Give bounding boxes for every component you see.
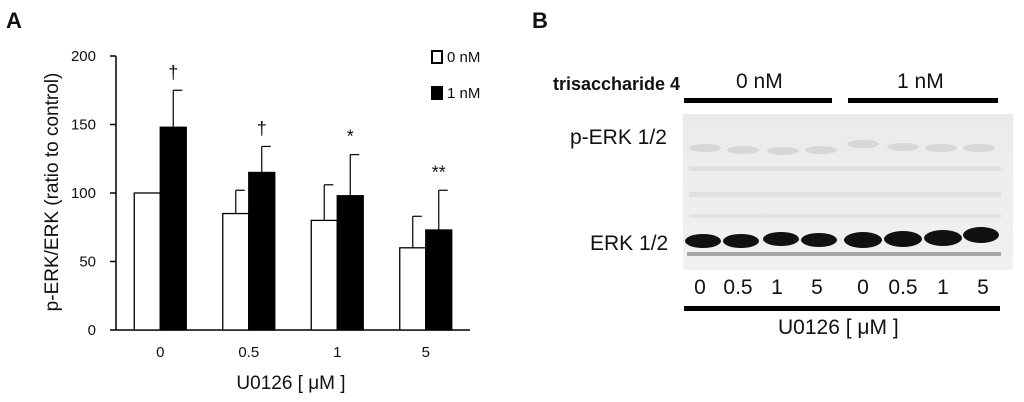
- significance-marker: **: [432, 162, 446, 182]
- lane-label: 5: [811, 276, 823, 299]
- blot-x-label: U0126 [ μM ]: [778, 316, 899, 339]
- chart-legend: 0 nM 1 nM: [431, 49, 480, 102]
- legend-swatch: [431, 86, 443, 100]
- western-blot-image: [683, 114, 1013, 270]
- bar-treated: [159, 126, 187, 331]
- y-tick-label: 100: [71, 185, 96, 202]
- lane-label: 0: [694, 276, 706, 299]
- bar-control: [399, 247, 427, 331]
- lane-label: 5: [977, 276, 989, 299]
- bar-control: [222, 212, 250, 331]
- bar-treated: [336, 195, 364, 331]
- y-tick-label: 50: [79, 254, 96, 271]
- lane-label: 1: [937, 276, 949, 299]
- x-tick-label: 5: [422, 344, 430, 361]
- band-label-erk: ERK 1/2: [590, 232, 669, 255]
- bar-control: [133, 192, 161, 331]
- group-bar-1nm: [848, 98, 998, 103]
- bar-control: [310, 219, 338, 331]
- lanes-bar: [684, 306, 1000, 311]
- bar-treated: [425, 229, 453, 331]
- significance-marker: †: [257, 118, 267, 138]
- group-label-0nm: 0 nM: [736, 70, 783, 93]
- lane-label: 1: [771, 276, 783, 299]
- x-tick-label: 0: [156, 344, 164, 361]
- legend-swatch: [431, 50, 443, 64]
- x-tick-label: 0.5: [238, 344, 259, 361]
- significance-marker: *: [347, 127, 354, 147]
- y-tick-label: 150: [71, 117, 96, 134]
- lane-label: 0: [857, 276, 869, 299]
- legend-label: 1 nM: [447, 85, 480, 102]
- bar-treated: [248, 171, 276, 331]
- chart-ticks: 0 50 100 150 200 0 0.5 1 5: [71, 48, 430, 361]
- y-axis-label: p-ERK/ERK (ratio to control): [42, 73, 63, 312]
- band-label-perk: p-ERK 1/2: [570, 126, 667, 149]
- chart-bars: †† ***: [133, 62, 453, 331]
- group-label-1nm: 1 nM: [897, 70, 944, 93]
- panel-b-label: B: [532, 8, 548, 33]
- significance-marker: †: [168, 62, 178, 82]
- y-tick-label: 200: [71, 48, 96, 65]
- group-bar-0nm: [684, 98, 832, 103]
- treatment-label: trisaccharide 4: [553, 74, 681, 94]
- lane-label: 0.5: [723, 276, 753, 299]
- y-tick-label: 0: [88, 322, 96, 339]
- legend-label: 0 nM: [447, 49, 480, 66]
- lane-label: 0.5: [888, 276, 918, 299]
- x-axis-label: U0126 [ μM ]: [236, 373, 345, 394]
- x-tick-label: 1: [333, 344, 341, 361]
- panel-a-label: A: [6, 8, 22, 33]
